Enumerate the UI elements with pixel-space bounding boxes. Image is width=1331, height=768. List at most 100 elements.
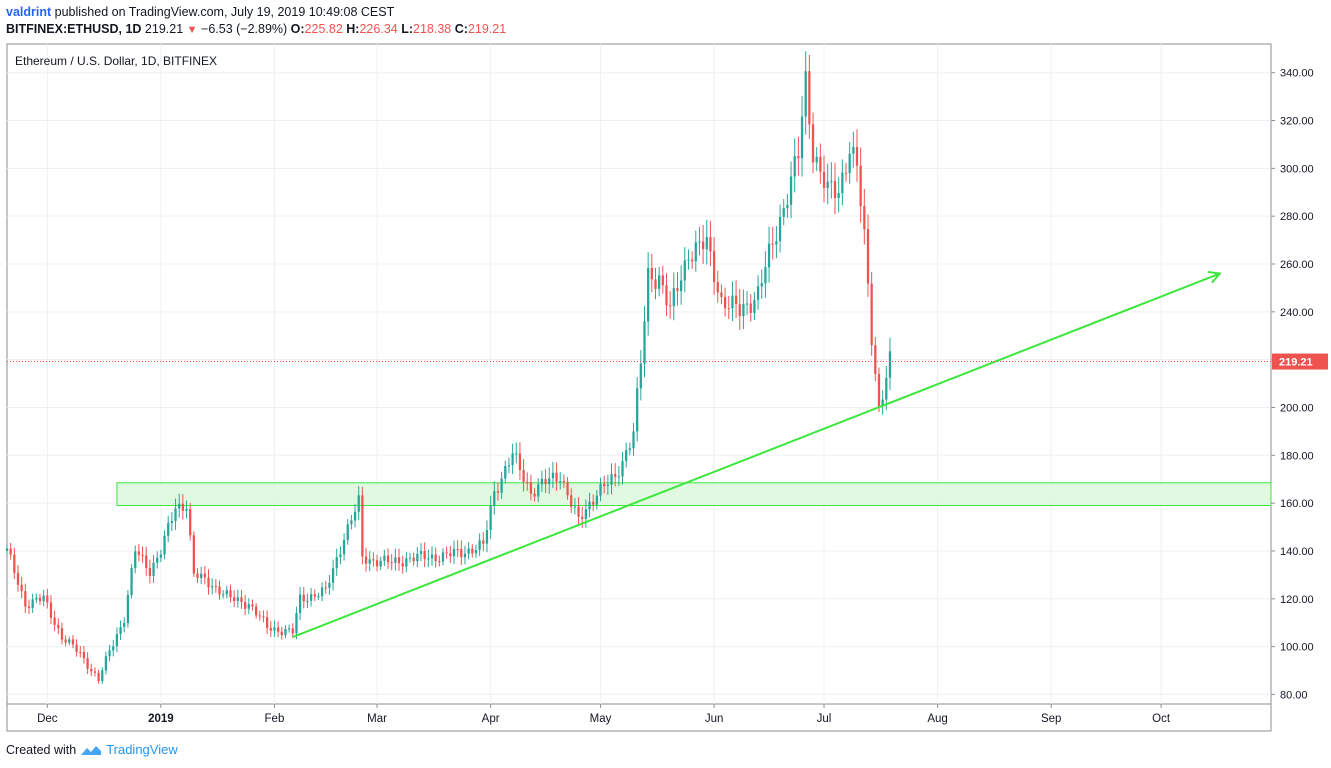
candle-body [71, 639, 75, 645]
candle-body [775, 241, 778, 245]
candle-body [353, 511, 357, 521]
candle-body [581, 516, 584, 519]
candle-body [379, 560, 382, 567]
candle-body [614, 474, 617, 477]
candle-body [317, 596, 320, 598]
candle-body [478, 540, 481, 550]
x-tick-label: Apr [482, 713, 500, 725]
candle-body [134, 551, 137, 568]
candle-body [471, 548, 474, 554]
candle-body [837, 193, 840, 198]
current-price-label: 219.21 [1279, 357, 1313, 369]
candle-body [200, 573, 203, 579]
y-tick-label: 140.00 [1280, 546, 1314, 558]
trendline-path [292, 272, 1221, 638]
candle-body [526, 481, 529, 483]
candle-body [174, 508, 177, 521]
candle-body [295, 613, 298, 634]
candle-body [20, 584, 23, 592]
y-tick-label: 160.00 [1280, 498, 1314, 510]
candle-body [694, 242, 697, 262]
candle-body [331, 568, 335, 583]
low-value: 218.38 [413, 22, 452, 36]
candle-body [108, 650, 111, 657]
candle-body [339, 554, 342, 558]
support-zone[interactable] [116, 482, 1272, 507]
candle-body [412, 557, 415, 562]
candle-body [753, 299, 756, 313]
candle-body [811, 124, 815, 163]
trendline-arrowhead [1207, 271, 1222, 284]
candle-body [287, 628, 291, 630]
y-tick-label: 340.00 [1280, 68, 1314, 80]
candle-body [31, 599, 34, 608]
candle-body [647, 268, 650, 322]
close-value: 219.21 [467, 22, 507, 36]
y-tick-label: 280.00 [1280, 211, 1314, 223]
y-tick-label: 260.00 [1280, 259, 1314, 271]
candle-body [639, 363, 642, 389]
candle-body [789, 176, 793, 205]
price-axis[interactable]: 340.00320.00300.00280.00260.00240.00220.… [1271, 68, 1328, 702]
candle-body [244, 602, 247, 609]
candle-body [764, 267, 767, 284]
candle-body [540, 478, 544, 485]
candle-body [302, 594, 305, 602]
candle-body [214, 586, 217, 588]
candle-body [394, 557, 397, 563]
candle-body [742, 303, 745, 316]
candle-body [79, 651, 82, 653]
candle-body [313, 594, 316, 597]
candle-body [584, 509, 588, 519]
candle-body [361, 495, 364, 557]
candle-body [203, 573, 206, 578]
candle-body [192, 535, 195, 574]
candle-body [874, 345, 877, 374]
candle-body [731, 295, 734, 309]
open-value: 225.82 [304, 22, 343, 36]
candle-body [167, 523, 170, 536]
down-arrow-icon: ▼ [186, 24, 198, 36]
candle-body [507, 465, 511, 467]
candle-body [592, 501, 595, 505]
candle-body [643, 321, 646, 364]
candle-body [573, 506, 577, 508]
candle-body [705, 237, 708, 250]
candle-body [683, 260, 686, 281]
time-axis[interactable]: Dec 2019 Feb Mar Apr May Jun Jul Aug Sep Oct [37, 704, 1171, 725]
candle-body [485, 529, 489, 544]
author-link[interactable]: valdrint [6, 5, 52, 19]
candle-body [808, 71, 811, 125]
candle-body [588, 501, 591, 510]
price-change: −6.53 (−2.89%) [201, 22, 288, 36]
candles [5, 51, 892, 684]
candle-body [375, 560, 379, 567]
candle-body [496, 491, 500, 493]
candle-body [53, 617, 56, 625]
candle-body [273, 627, 276, 631]
candle-body [82, 652, 86, 659]
candle-body [716, 282, 719, 293]
candle-body [383, 555, 386, 561]
trendline[interactable] [292, 271, 1222, 638]
candle-body [687, 259, 690, 261]
last-price: 219.21 [144, 22, 184, 36]
candle-body [544, 478, 547, 485]
candle-body [610, 474, 613, 485]
high-label: H: [346, 22, 360, 36]
tradingview-brand[interactable]: TradingView [106, 742, 178, 757]
candle-body [159, 554, 163, 558]
candle-body [419, 551, 423, 554]
candle-body [877, 373, 881, 407]
candle-body [276, 627, 280, 632]
candle-body [833, 180, 837, 198]
candle-body [423, 551, 426, 560]
candle-body [320, 587, 324, 597]
candle-body [328, 582, 331, 588]
symbol-label: BITFINEX:ETHUSD, 1D [6, 22, 142, 36]
candle-body [342, 540, 346, 555]
candle-body [559, 481, 562, 483]
candle-body [628, 448, 631, 451]
y-tick-label: 200.00 [1280, 402, 1314, 414]
